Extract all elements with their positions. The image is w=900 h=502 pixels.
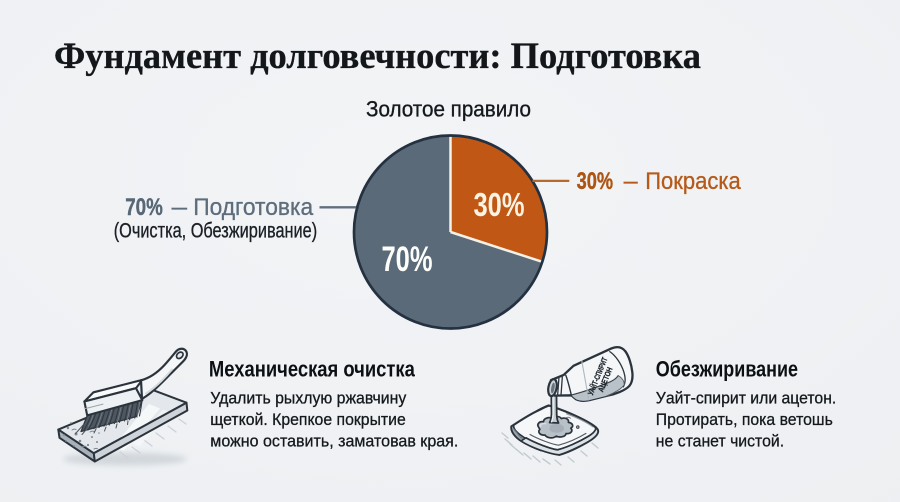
svg-text:Механическая очистка: Механическая очистка	[209, 357, 415, 382]
svg-text:30%: 30%	[474, 186, 525, 223]
svg-text:Подготовка: Подготовка	[193, 195, 314, 221]
svg-text:70%: 70%	[382, 240, 433, 279]
svg-text:Обезжиривание: Обезжиривание	[656, 357, 798, 382]
svg-text:можно оставить, заматовав края: можно оставить, заматовав края.	[210, 431, 458, 450]
svg-text:Протирать, пока ветошь: Протирать, пока ветошь	[656, 410, 833, 429]
svg-text:Уайт-спирит или ацетон.: Уайт-спирит или ацетон.	[656, 389, 837, 408]
svg-text:30%: 30%	[577, 168, 613, 195]
svg-text:не станет чистой.: не станет чистой.	[656, 431, 784, 450]
svg-text:щеткой. Крепкое покрытие: щеткой. Крепкое покрытие	[210, 410, 405, 429]
svg-text:Покраска: Покраска	[645, 169, 741, 195]
svg-text:70%: 70%	[125, 194, 163, 221]
svg-text:–: –	[172, 195, 188, 221]
svg-text:Удалить рыхлую ржавчину: Удалить рыхлую ржавчину	[210, 389, 406, 408]
svg-text:Фундамент долговечности: Подго: Фундамент долговечности: Подготовка	[54, 36, 701, 77]
svg-text:–: –	[624, 169, 639, 195]
svg-text:(Очистка, Обезжиривание): (Очистка, Обезжиривание)	[114, 218, 318, 242]
svg-text:Золотое правило: Золотое правило	[366, 96, 531, 121]
